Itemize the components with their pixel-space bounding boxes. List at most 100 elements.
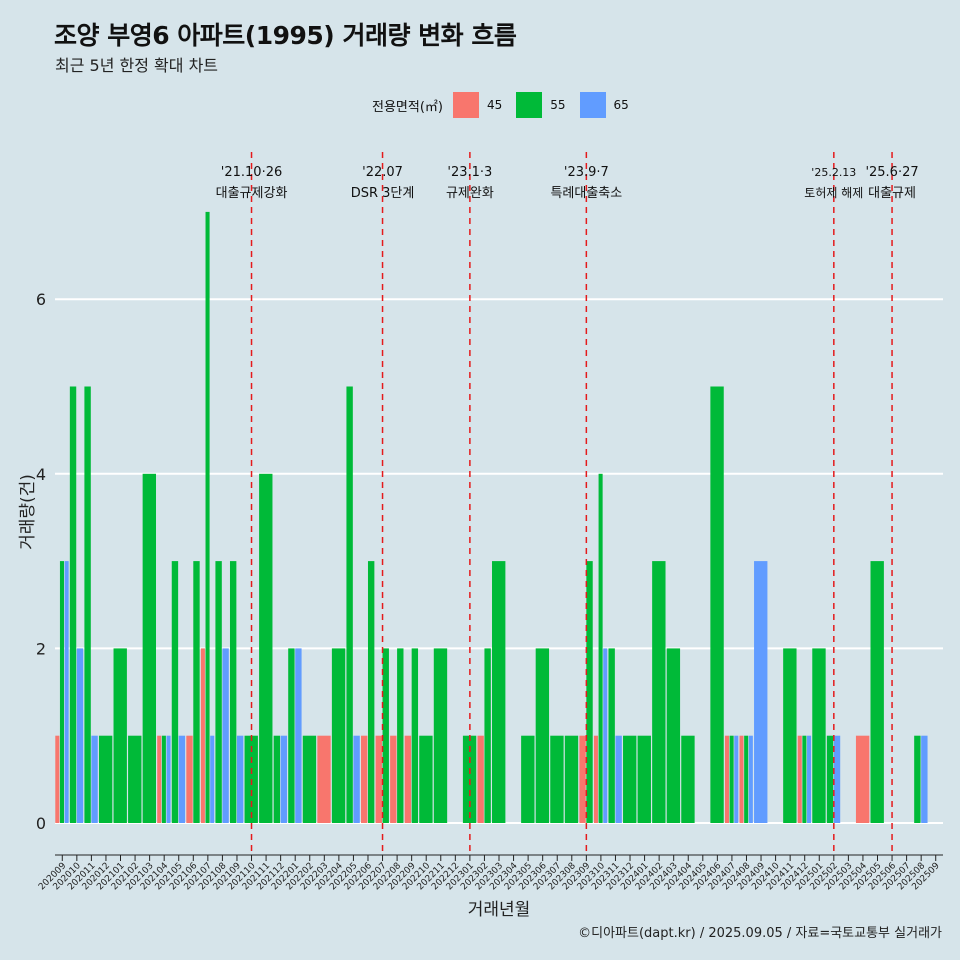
bar-202207-55 <box>382 648 389 823</box>
bar-202111-55 <box>259 473 273 823</box>
annotation-label-1: DSR 3단계 <box>351 186 415 201</box>
bar-202205-55 <box>346 386 353 823</box>
y-tick-label: 4 <box>36 465 46 484</box>
legend-label-55: 55 <box>550 98 566 112</box>
annotation-label-5: 대출규제 <box>868 186 916 201</box>
legend-item-55: 55 <box>516 92 566 118</box>
bar-202102-55 <box>128 735 142 823</box>
bar-202207-45 <box>375 735 382 823</box>
bar-202209-55 <box>411 648 419 823</box>
bar-202108-55 <box>215 561 222 823</box>
bar-202205-65 <box>353 735 360 823</box>
bar-202306-55 <box>535 648 550 823</box>
bar-202311-65 <box>615 735 622 823</box>
annotation-date-5: '25.6·27 <box>865 165 918 180</box>
annotation-label-3: 특례대출축소 <box>550 186 622 201</box>
bar-202502-65 <box>833 735 841 823</box>
bar-202302-45 <box>477 735 484 823</box>
bar-202412-65 <box>807 735 812 823</box>
bar-202209-45 <box>404 735 412 823</box>
bar-202309-45 <box>579 735 586 823</box>
bar-202404-55 <box>681 735 695 823</box>
bar-202307-55 <box>550 735 564 823</box>
annotation-date-1: '22.07 <box>362 165 403 180</box>
bar-202412-45 <box>797 735 802 823</box>
bar-202310-65 <box>603 648 608 823</box>
annotation-label-0: 대출규제강화 <box>216 186 288 201</box>
bar-202105-55 <box>171 561 179 823</box>
bar-202204-55 <box>331 648 346 823</box>
y-tick-label: 2 <box>36 639 46 658</box>
annotation-date-3: '23.9·7 <box>564 165 609 180</box>
bar-202508-65 <box>921 735 928 823</box>
bar-202402-55 <box>652 561 666 823</box>
bar-202407-45 <box>724 735 729 823</box>
chart-subtitle: 최근 5년 한정 확대 차트 <box>55 56 219 75</box>
bar-202109-65 <box>236 735 244 823</box>
bar-202502-55 <box>826 735 834 823</box>
bar-202201-65 <box>295 648 302 823</box>
legend-label-45: 45 <box>486 98 503 112</box>
bar-202108-65 <box>222 648 229 823</box>
bar-202505-55 <box>870 561 884 823</box>
bar-202309-55 <box>586 561 593 823</box>
bar-202112-55 <box>273 735 281 823</box>
bar-202009-55 <box>59 561 65 823</box>
bar-202407-55 <box>729 735 734 823</box>
legend-swatch-55 <box>516 92 543 118</box>
y-tick-label: 6 <box>36 290 46 309</box>
annotation-label-2: 규제완화 <box>446 186 494 201</box>
bar-202408-45 <box>739 735 744 823</box>
annotation-label-4: 토허제 해제 <box>804 186 863 200</box>
bar-202104-45 <box>157 735 162 823</box>
annotation-date-2: '23.1·3 <box>447 165 492 180</box>
legend-swatch-65 <box>579 92 606 118</box>
source-caption: ©디아파트(dapt.kr) / 2025.09.05 / 자료=국토교통부 실… <box>578 926 942 941</box>
bar-202009-65 <box>64 561 69 823</box>
bar-202109-55 <box>229 561 237 823</box>
bar-202010-55 <box>69 386 77 823</box>
bar-202012-55 <box>98 735 113 823</box>
y-axis-title: 거래량(건) <box>18 474 38 550</box>
bar-202104-55 <box>161 735 166 823</box>
bar-202310-45 <box>593 735 598 823</box>
bar-202202-55 <box>302 735 317 823</box>
bar-202310-55 <box>598 473 603 823</box>
bar-202406-55 <box>710 386 724 823</box>
bar-202203-45 <box>317 735 331 823</box>
bar-202508-55 <box>914 735 921 823</box>
bar-202208-45 <box>390 735 397 823</box>
bar-202011-65 <box>91 735 98 823</box>
bar-202101-55 <box>113 648 127 823</box>
bar-202403-55 <box>666 648 681 823</box>
x-axis-title: 거래년월 <box>468 900 531 920</box>
bar-202302-55 <box>484 648 491 823</box>
bar-202206-55 <box>367 561 375 823</box>
annotation-date-4: '25.2.13 <box>811 166 856 179</box>
annotation-date-0: '21.10·26 <box>221 165 282 180</box>
bar-202409-65 <box>754 561 768 823</box>
bar-202112-65 <box>280 735 288 823</box>
bar-202303-55 <box>492 561 506 823</box>
legend: 전용면적(㎡) 45 55 65 <box>372 92 643 118</box>
bar-202206-45 <box>360 735 368 823</box>
bar-202105-65 <box>178 735 186 823</box>
bar-202412-55 <box>802 735 807 823</box>
chart-title: 조양 부영6 아파트(1995) 거래량 변화 흐름 <box>54 21 517 50</box>
bar-202407-65 <box>734 735 739 823</box>
bar-202408-55 <box>744 735 749 823</box>
legend-title: 전용면적(㎡) <box>372 99 443 115</box>
bar-202408-65 <box>748 735 753 823</box>
bar-202106-55 <box>193 561 200 823</box>
bar-202106-45 <box>186 735 193 823</box>
bar-202103-55 <box>142 473 157 823</box>
bar-202305-55 <box>521 735 535 823</box>
bar-202009-45 <box>55 735 60 823</box>
bar-202311-55 <box>608 648 615 823</box>
bar-202010-65 <box>76 648 84 823</box>
bar-202104-65 <box>166 735 171 823</box>
bar-202504-45 <box>855 735 870 823</box>
legend-item-65: 65 <box>579 92 629 118</box>
